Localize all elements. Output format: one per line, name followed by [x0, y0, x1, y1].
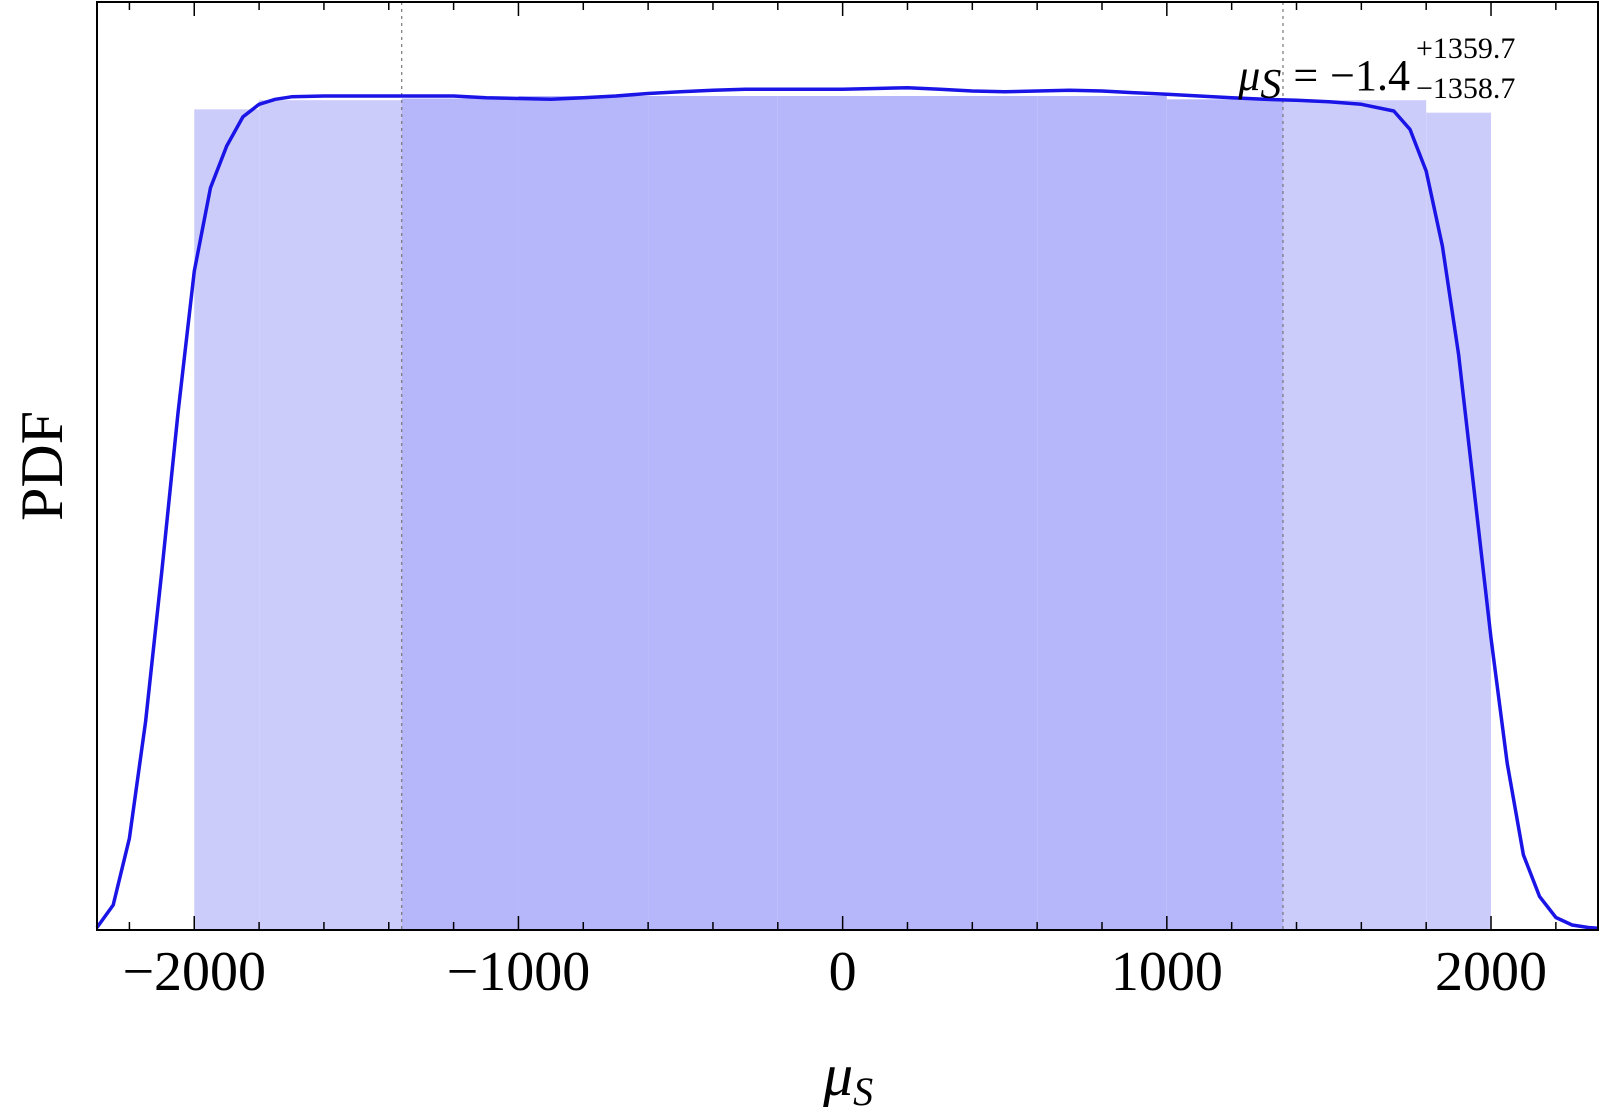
- x-axis-label-sub: S: [853, 1069, 873, 1107]
- histogram-bin-5: [777, 96, 908, 930]
- annotation-equals: =: [1293, 51, 1318, 100]
- annotation-upper: +1359.7: [1416, 32, 1515, 65]
- x-tick-label: −1000: [447, 941, 591, 1003]
- histogram-bin-3: [518, 96, 649, 930]
- histogram-bin-0: [194, 109, 260, 931]
- annotation-central: −1.4: [1330, 51, 1410, 100]
- annotation-main: μS = −1.4: [1237, 51, 1410, 108]
- annotation-symbol-sub: S: [1260, 62, 1281, 108]
- x-axis-label-symbol: μ: [822, 1042, 853, 1107]
- histogram-bin-7: [1037, 96, 1167, 930]
- histogram-bin-6: [907, 96, 1038, 930]
- pdf-curve-layer: [95, 85, 1599, 931]
- x-tick-labels: −2000 −1000 0 1000 2000: [122, 941, 1547, 1003]
- histogram-bin-4: [648, 96, 778, 930]
- x-tick-label: 2000: [1435, 941, 1547, 1003]
- histogram-bin-2: [401, 98, 519, 930]
- annotation-symbol: μ: [1237, 51, 1260, 100]
- x-axis-label: μS: [822, 1042, 873, 1107]
- x-tick-label: −2000: [122, 941, 266, 1003]
- pdf-curve: [95, 85, 1599, 931]
- plot-frame: [96, 1, 1599, 931]
- interval-guides: [401, 2, 1284, 930]
- histogram-bin-8: [1166, 99, 1283, 930]
- annotation-lower: −1358.7: [1416, 72, 1515, 105]
- x-tick-label: 1000: [1111, 941, 1223, 1003]
- x-tick-label: 0: [829, 941, 857, 1003]
- y-axis-label: PDF: [9, 411, 75, 521]
- x-axis-ticks: [128, 2, 1557, 930]
- interval-annotation: μS = −1.4 +1359.7 −1358.7: [1237, 32, 1515, 108]
- histogram-bin-1: [259, 100, 402, 931]
- histogram-bins: [194, 96, 1492, 931]
- histogram-bin-9: [1282, 100, 1427, 931]
- histogram-bin-10: [1426, 112, 1492, 931]
